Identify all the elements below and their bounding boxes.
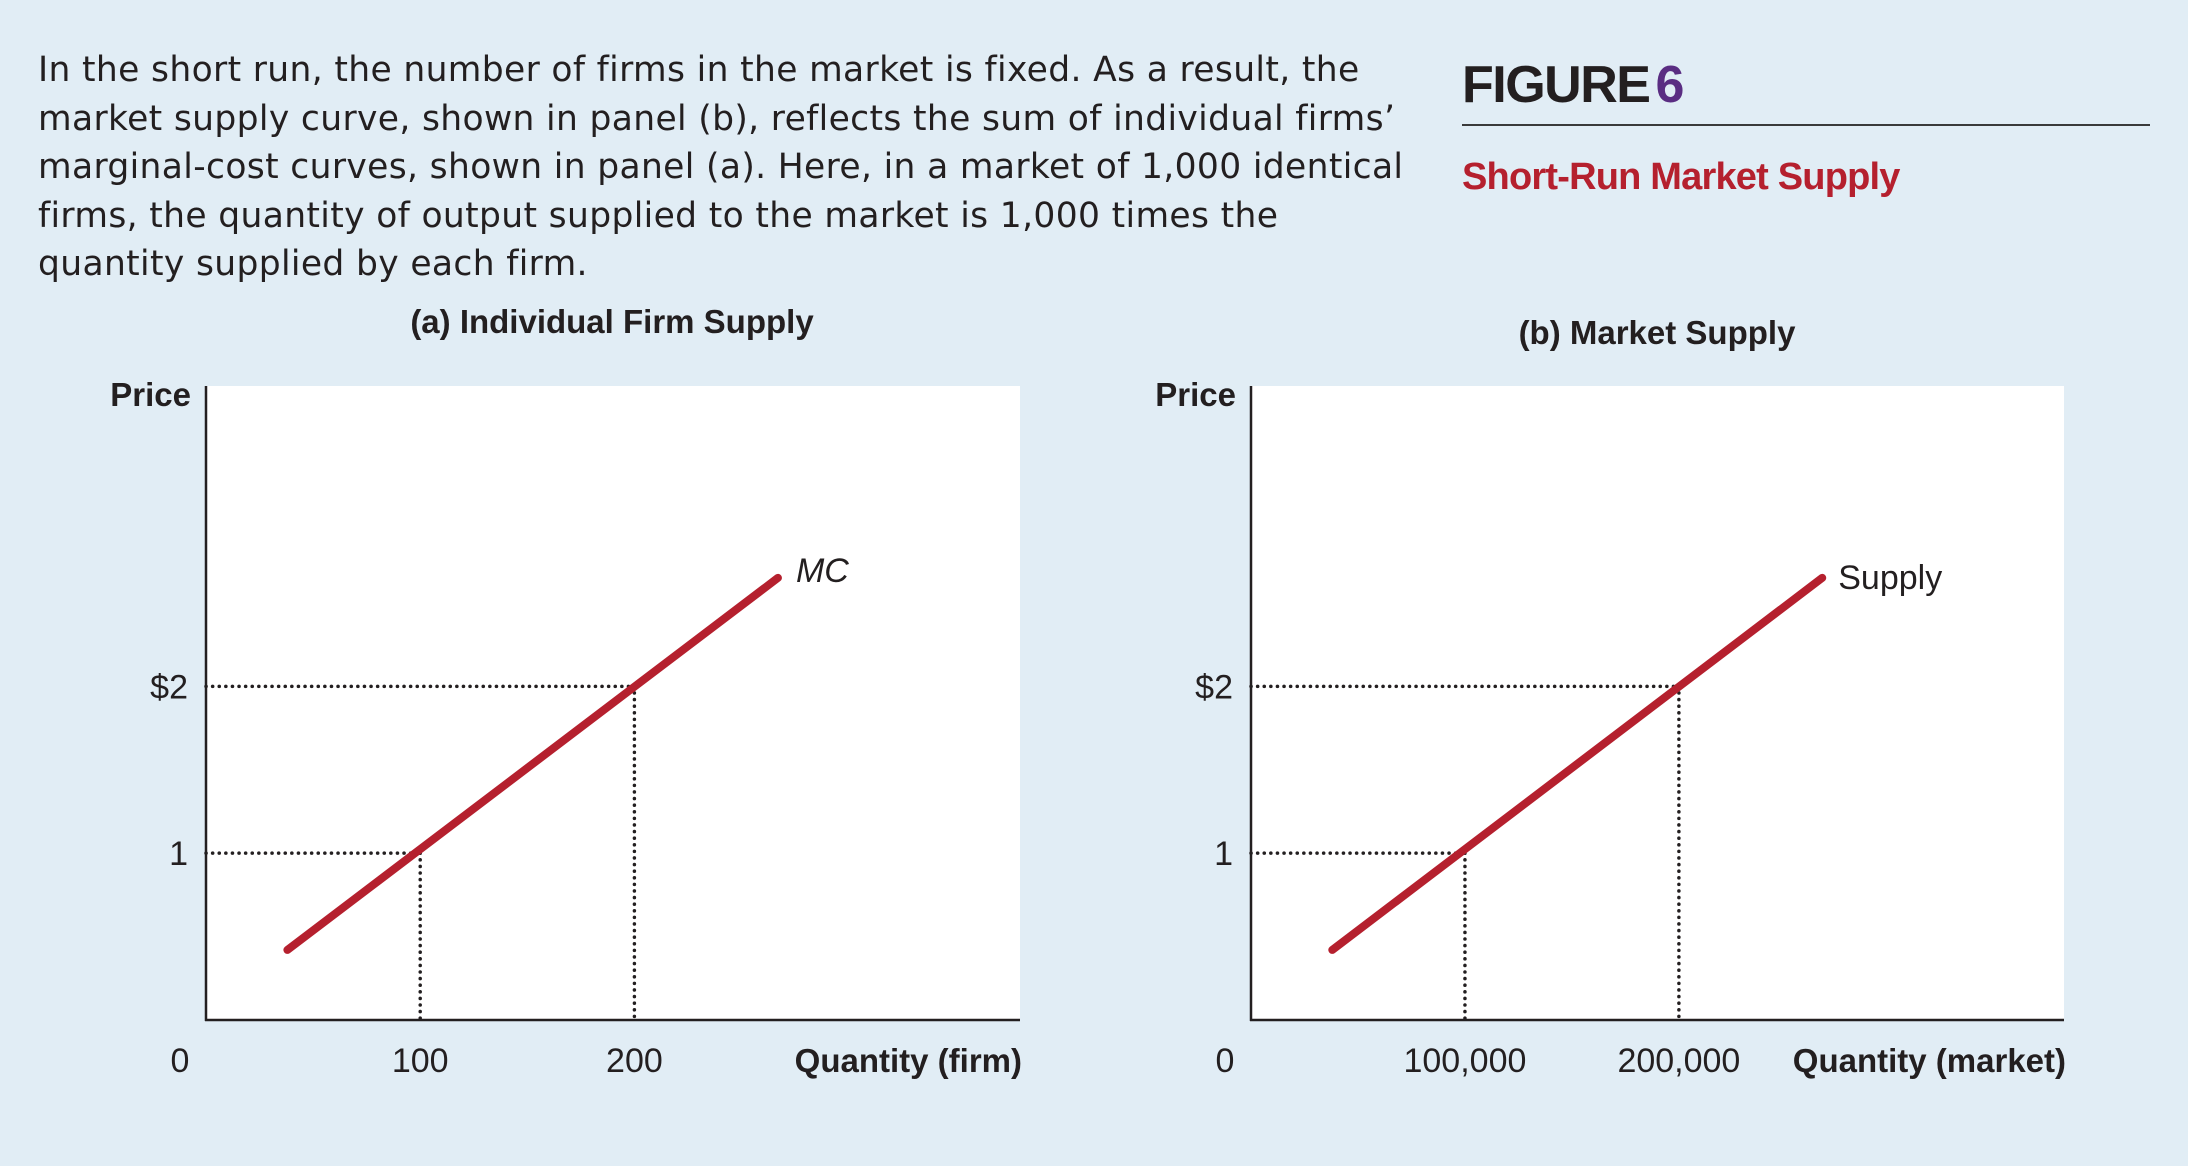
series-line-1 bbox=[1328, 573, 1827, 954]
heading-rule bbox=[1462, 124, 2150, 126]
y-tick-label: $2 bbox=[150, 668, 188, 706]
x-axis-label: Quantity (firm) bbox=[795, 1042, 1022, 1079]
figure-caption: In the short run, the number of firms in… bbox=[38, 50, 1404, 284]
x-tick-label: 200,000 bbox=[1617, 1042, 1740, 1080]
figure-label: FIGURE bbox=[1462, 56, 1651, 114]
x-tick-label: 200 bbox=[606, 1042, 663, 1080]
panel-title: (a) Individual Firm Supply bbox=[410, 303, 814, 340]
y-tick-label: $2 bbox=[1195, 668, 1233, 706]
x-tick-label: 100,000 bbox=[1403, 1042, 1526, 1080]
figure-heading: FIGURE 6 bbox=[1462, 52, 1684, 118]
x-tick-label: 100 bbox=[392, 1042, 449, 1080]
series-label: Supply bbox=[1838, 559, 1942, 597]
series-label: MC bbox=[796, 552, 849, 590]
y-tick-label: 1 bbox=[1214, 835, 1233, 873]
origin-label: 0 bbox=[171, 1042, 190, 1080]
panel-title: (b) Market Supply bbox=[1519, 314, 1797, 351]
y-axis-label: Price bbox=[110, 376, 191, 413]
y-tick-label: 1 bbox=[169, 835, 188, 873]
figure-title: Short-Run Market Supply bbox=[1462, 156, 1900, 198]
x-axis-label: Quantity (market) bbox=[1793, 1042, 2066, 1079]
figure-number: 6 bbox=[1655, 56, 1684, 114]
origin-label: 0 bbox=[1216, 1042, 1235, 1080]
y-axis-label: Price bbox=[1155, 376, 1236, 413]
series-line-1 bbox=[283, 573, 782, 954]
